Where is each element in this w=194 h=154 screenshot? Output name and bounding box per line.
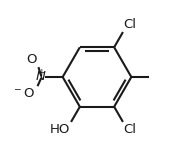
Text: Cl: Cl [124,123,137,136]
Text: N: N [35,71,45,83]
Text: O: O [26,53,37,66]
Text: $^-$O: $^-$O [12,87,36,100]
Text: Cl: Cl [124,18,137,31]
Text: +: + [37,68,45,77]
Text: HO: HO [50,123,70,136]
